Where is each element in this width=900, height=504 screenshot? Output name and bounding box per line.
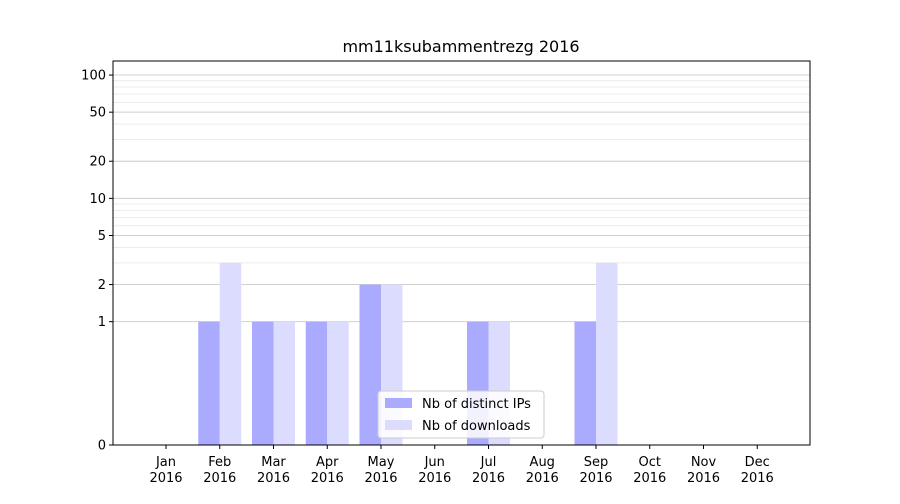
bar-downloads-mar [273, 321, 295, 445]
x-tick-label-year: 2016 [418, 471, 451, 486]
x-tick-label-year: 2016 [257, 471, 290, 486]
y-tick-label: 0 [98, 439, 106, 454]
legend: Nb of distinct IPs Nb of downloads [377, 390, 545, 439]
bar-distinct-ips-feb [198, 321, 220, 445]
x-tick-label-year: 2016 [203, 471, 236, 486]
x-tick-label-month: Jun [424, 455, 445, 470]
x-tick-label-month: Jul [480, 455, 497, 470]
x-tick-label-month: Nov [691, 455, 717, 470]
x-tick-label-year: 2016 [526, 471, 559, 486]
x-tick-label-month: Dec [745, 455, 770, 470]
x-tick-label-month: May [368, 455, 395, 470]
x-tick-label-year: 2016 [633, 471, 666, 486]
x-tick-label-year: 2016 [311, 471, 344, 486]
ticks-layer: 0125102050100Jan2016Feb2016Mar2016Apr201… [81, 69, 774, 486]
x-tick-label-month: Apr [316, 455, 339, 470]
legend-label-downloads: Nb of downloads [422, 419, 531, 434]
x-tick-label-year: 2016 [149, 471, 182, 486]
grid-layer [113, 74, 810, 323]
bar-distinct-ips-apr [305, 321, 328, 445]
x-tick-label-year: 2016 [687, 471, 720, 486]
y-tick-label: 1 [98, 315, 106, 330]
y-tick-label: 50 [89, 106, 106, 121]
x-tick-label-month: Mar [261, 455, 286, 470]
bar-distinct-ips-may [359, 284, 381, 445]
legend-label-distinct-ips: Nb of distinct IPs [422, 397, 531, 412]
chart-title: mm11ksubammentrezg 2016 [342, 37, 579, 56]
x-tick-label-month: Aug [530, 455, 555, 470]
bar-downloads-apr [327, 321, 349, 445]
bar-distinct-ips-mar [252, 321, 274, 445]
legend-swatch-distinct-ips [385, 398, 412, 408]
y-tick-label: 2 [98, 278, 106, 293]
x-tick-label-month: Oct [639, 455, 661, 470]
bar-distinct-ips-sep [574, 321, 596, 445]
x-tick-label-year: 2016 [364, 471, 397, 486]
y-tick-label: 20 [89, 155, 106, 170]
y-tick-label: 10 [89, 192, 106, 207]
legend-box [377, 390, 545, 439]
x-tick-label-month: Sep [584, 455, 609, 470]
x-tick-label-year: 2016 [579, 471, 612, 486]
x-tick-label-year: 2016 [472, 471, 505, 486]
legend-swatch-downloads [385, 420, 412, 430]
x-tick-label-month: Jan [155, 455, 176, 470]
y-tick-label: 100 [81, 69, 106, 84]
y-tick-label: 5 [98, 229, 106, 244]
bar-downloads-feb [219, 262, 242, 445]
x-tick-label-month: Feb [208, 455, 231, 470]
bar-downloads-sep [596, 262, 618, 445]
x-tick-label-year: 2016 [741, 471, 774, 486]
plot-frame [112, 60, 811, 446]
